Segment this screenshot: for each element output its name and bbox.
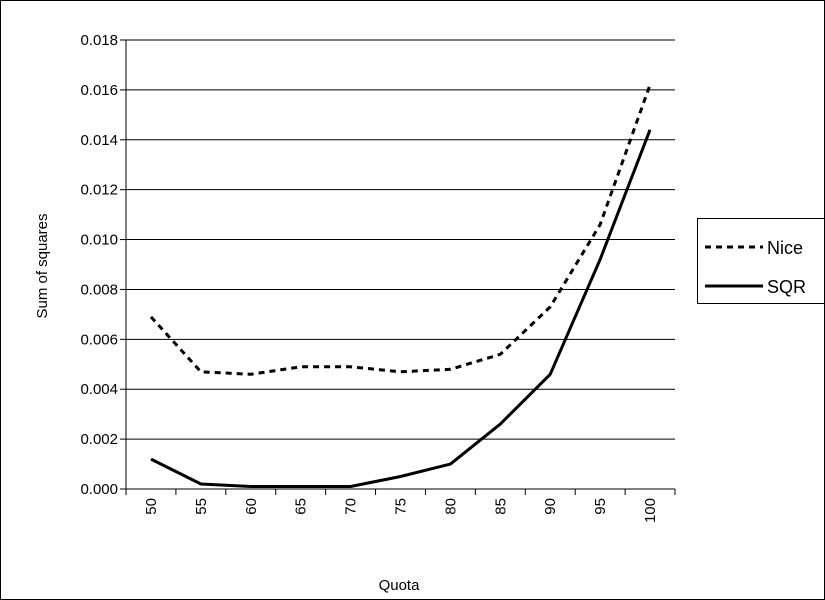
x-tick-label: 65: [293, 498, 310, 515]
series-lines: [149, 84, 652, 488]
x-tick-label: 60: [243, 498, 260, 515]
y-tick-label: 0.006: [80, 331, 118, 348]
legend: Nice SQR: [697, 218, 825, 304]
series-line-nice: [149, 84, 652, 376]
y-tick-label: 0.000: [80, 481, 118, 498]
x-tick-label: 50: [143, 498, 160, 515]
y-tick-label: 0.008: [80, 281, 118, 298]
series-line-sqr: [150, 129, 652, 488]
legend-label-sqr: SQR: [767, 277, 806, 297]
x-tick-label: 55: [193, 498, 210, 515]
x-tick-label: 90: [542, 498, 559, 515]
y-tick-label: 0.012: [80, 182, 118, 199]
y-tick-label: 0.018: [80, 32, 118, 49]
y-tick-label: 0.002: [80, 431, 118, 448]
x-tick-label: 80: [442, 498, 459, 515]
y-tick-label: 0.010: [80, 232, 118, 249]
legend-box: [697, 218, 825, 304]
legend-label-nice: Nice: [767, 238, 803, 258]
axes: [125, 40, 675, 490]
y-tick-label: 0.014: [80, 132, 118, 149]
y-axis-ticks: 0.000 0.002 0.004 0.006 0.008 0.010 0.012 0.014…: [80, 32, 126, 498]
y-tick-label: 0.004: [80, 381, 118, 398]
x-tick-label: 85: [492, 498, 509, 515]
grid-lines: [126, 39, 675, 440]
x-tick-label: 75: [393, 498, 410, 515]
x-axis-title: Quota: [379, 577, 421, 594]
y-tick-label: 0.016: [80, 82, 118, 99]
x-tick-label: 100: [642, 498, 659, 523]
y-axis-title: Sum of squares: [34, 213, 51, 318]
x-tick-label: 70: [343, 498, 360, 515]
x-axis-ticks: 50 55 60 65 70 75 80 85 90 95 100: [125, 489, 676, 523]
x-tick-label: 95: [592, 498, 609, 515]
